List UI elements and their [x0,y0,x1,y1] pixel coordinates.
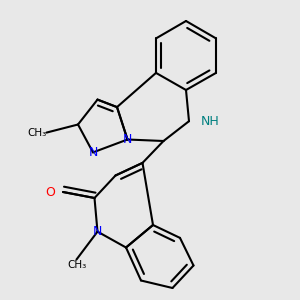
Text: N: N [93,225,102,238]
Text: CH₃: CH₃ [27,128,46,138]
Text: N: N [123,133,132,146]
Text: NH: NH [201,115,220,128]
Text: CH₃: CH₃ [67,260,86,269]
Text: O: O [46,185,56,199]
Text: N: N [88,146,98,159]
